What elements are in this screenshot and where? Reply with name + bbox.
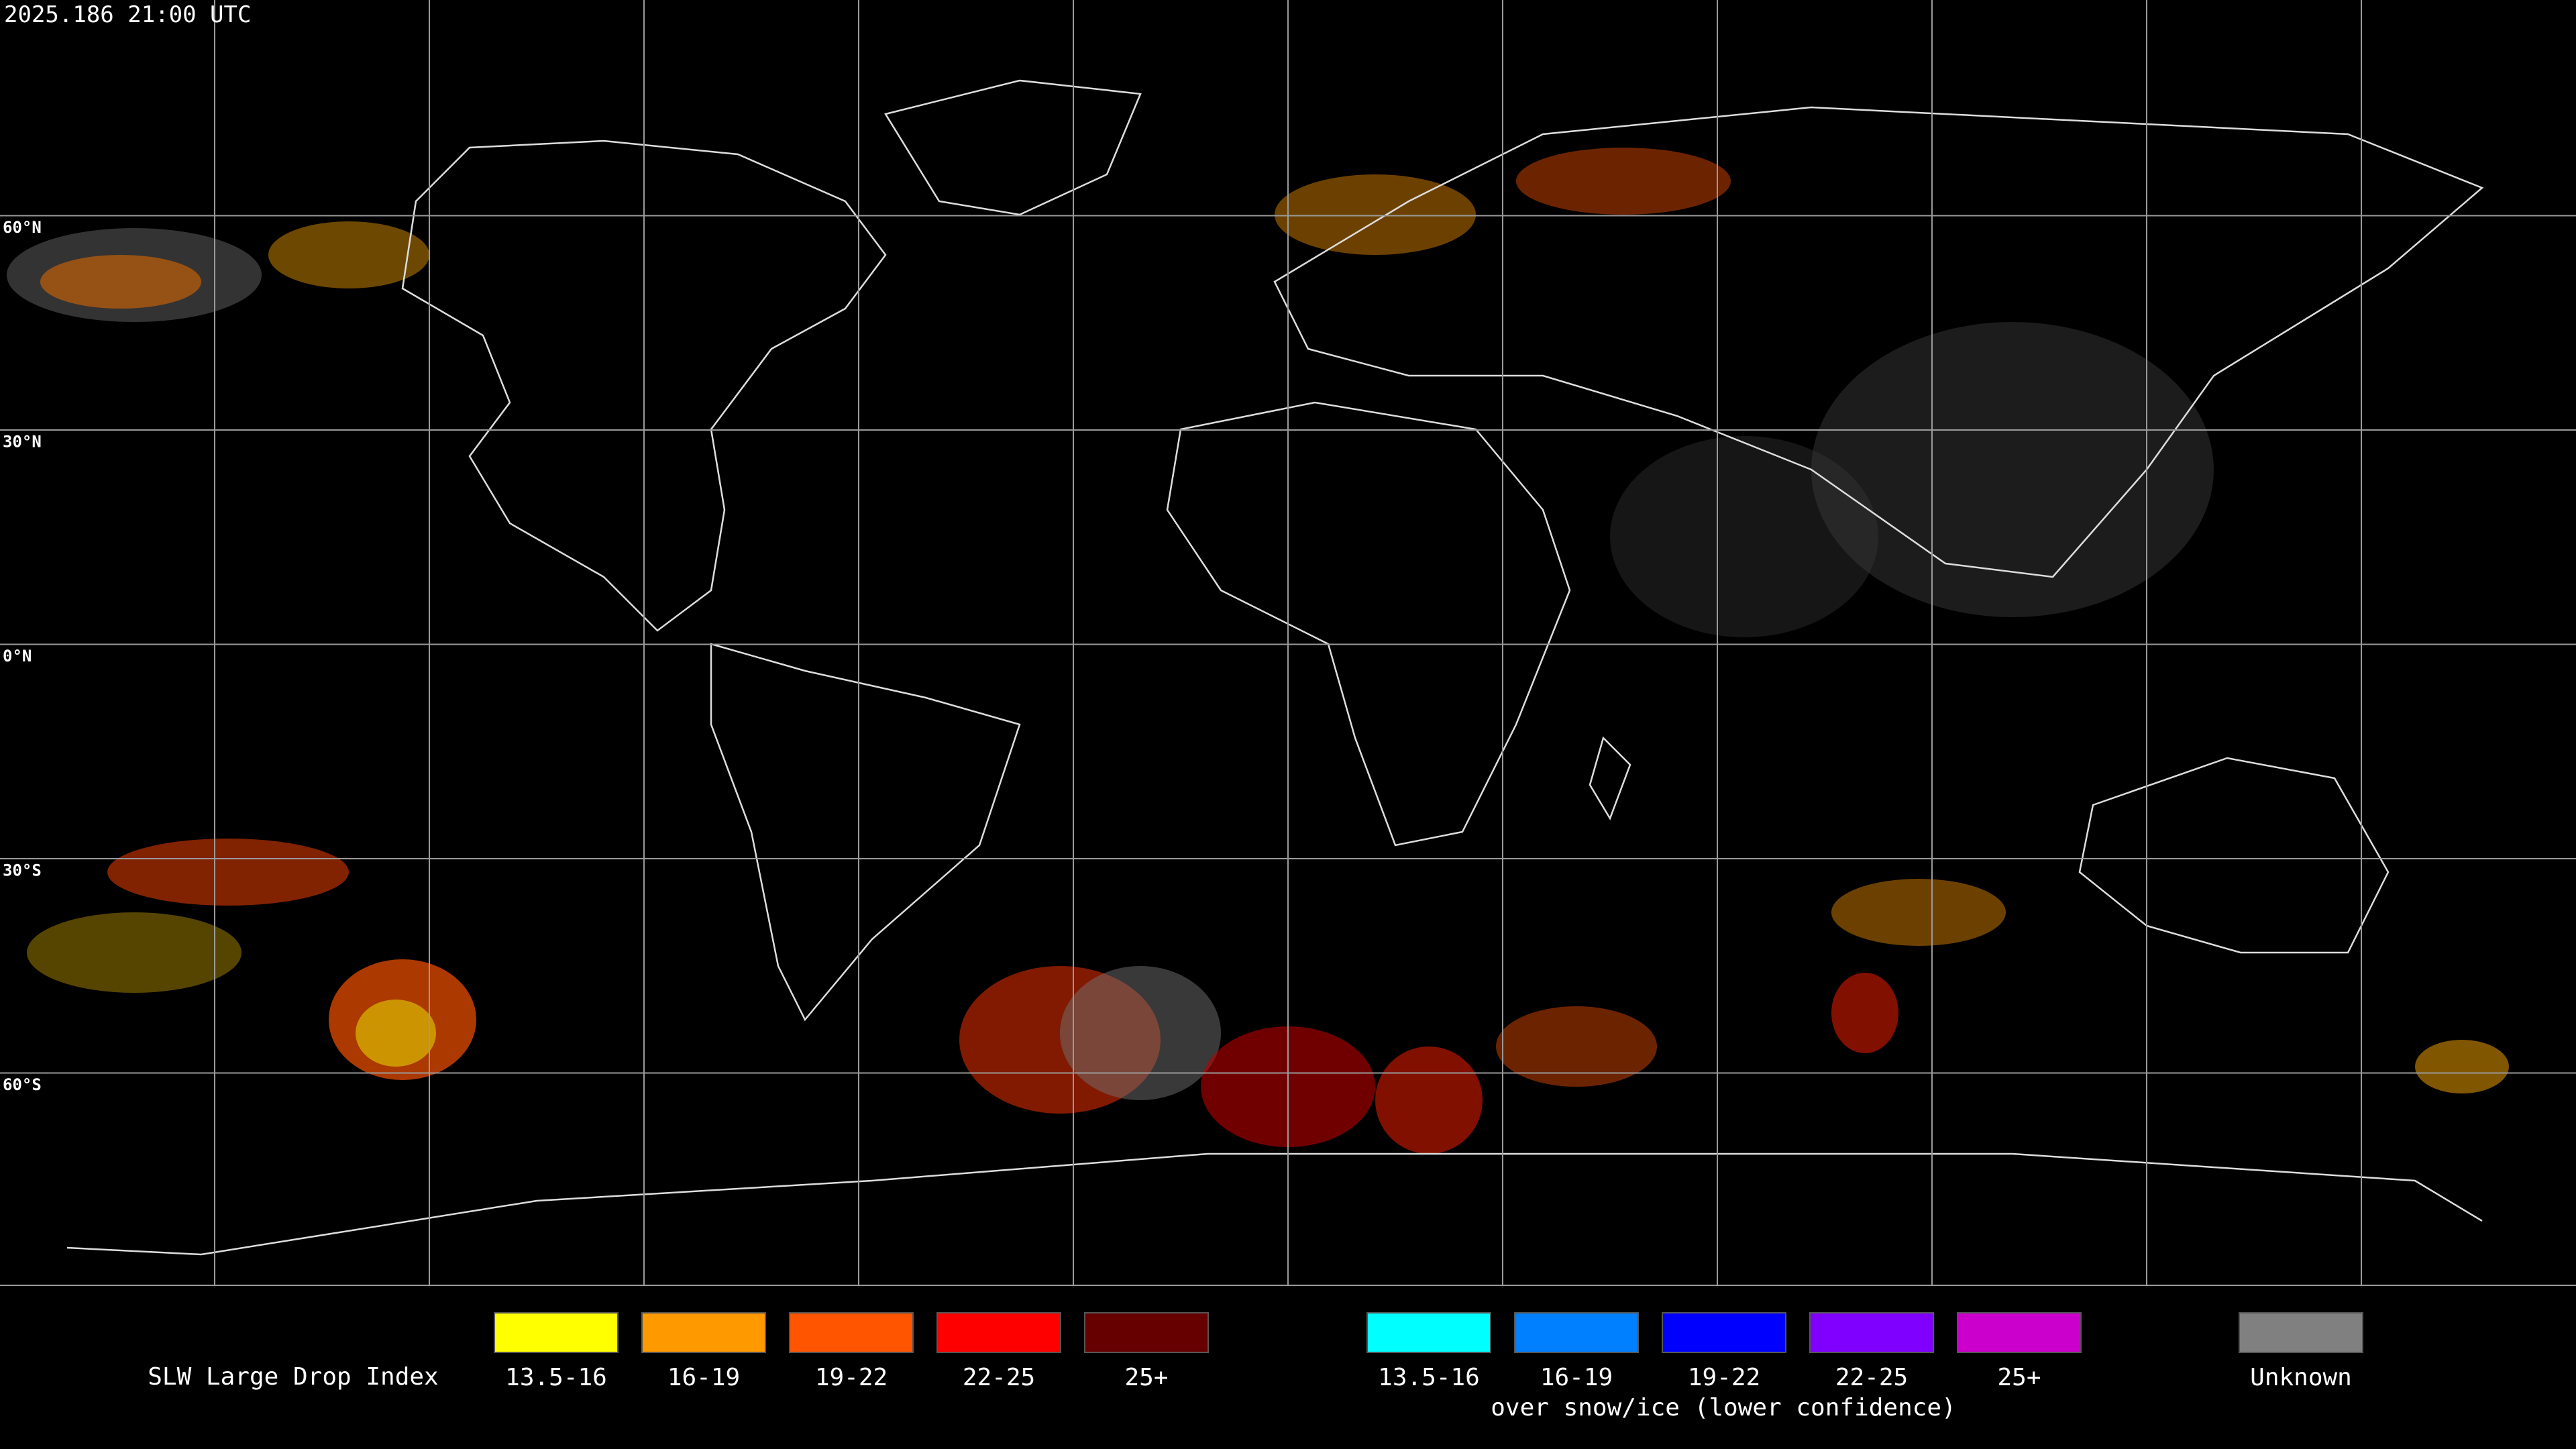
legend-swatch <box>936 1312 1061 1353</box>
legend-label: 22-25 <box>1835 1364 1908 1391</box>
legend-label: 19-22 <box>815 1364 888 1391</box>
legend-label: 19-22 <box>1688 1364 1760 1391</box>
timestamp: 2025.186 21:00 UTC <box>4 1 251 28</box>
legend-label: 13.5-16 <box>1378 1364 1480 1391</box>
legend-swatch <box>1957 1312 2082 1353</box>
legend-swatch <box>1662 1312 1786 1353</box>
snow-ice-note: over snow/ice (lower confidence) <box>1491 1394 1956 1421</box>
legend-label: 13.5-16 <box>505 1364 607 1391</box>
legend-swatch <box>2239 1312 2363 1353</box>
latitude-label: 30°S <box>3 861 42 880</box>
graticule: 60°N 30°N 0°N 30°S 60°S <box>0 0 2576 1285</box>
latitude-label: 0°N <box>3 647 32 665</box>
legend-label: 25+ <box>1124 1364 1168 1391</box>
legend-label: 25+ <box>1997 1364 2041 1391</box>
legend-label: 16-19 <box>1540 1364 1613 1391</box>
cloud-patches <box>7 148 2509 1154</box>
legend-swatch <box>1514 1312 1639 1353</box>
legend-swatch <box>789 1312 914 1353</box>
legend-swatch <box>1809 1312 1934 1353</box>
legend-label: 16-19 <box>667 1364 740 1391</box>
legend-label: Unknown <box>2250 1364 2352 1391</box>
latitude-label: 60°N <box>3 218 42 237</box>
legend-swatch <box>641 1312 766 1353</box>
map: 60°N 30°N 0°N 30°S 60°S <box>0 0 2576 1285</box>
legend-swatch <box>1084 1312 1209 1353</box>
legend: 13.5-16 16-19 19-22 22-25 25+ 13.5-16 16-19 19-… <box>494 1312 2363 1391</box>
legend-swatch <box>494 1312 619 1353</box>
legend-swatch <box>1366 1312 1491 1353</box>
latitude-label: 30°N <box>3 433 42 451</box>
latitude-label: 60°S <box>3 1075 42 1094</box>
legend-title: SLW Large Drop Index <box>148 1363 438 1391</box>
legend-label: 22-25 <box>963 1364 1035 1391</box>
